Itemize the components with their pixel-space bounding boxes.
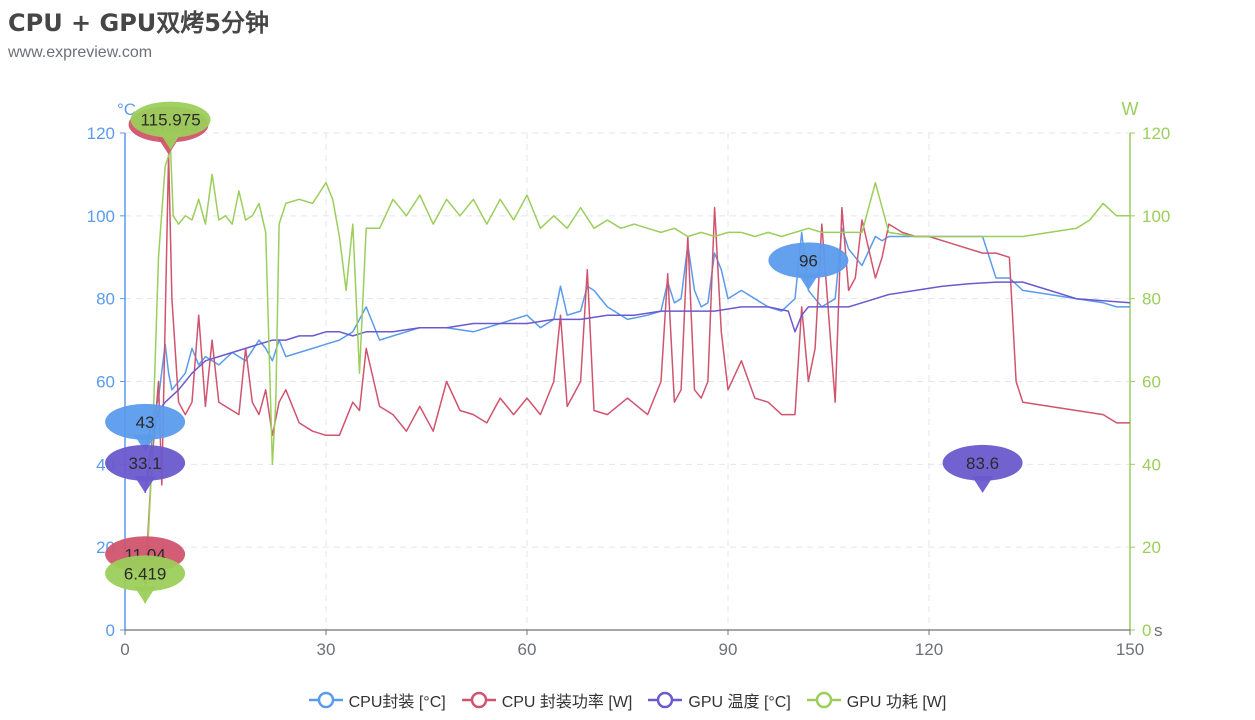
marker-pin-max bbox=[768, 242, 849, 279]
series-line-3 bbox=[144, 281, 1131, 494]
legend-item-2[interactable]: CPU 封装功率 [W] bbox=[461, 688, 633, 712]
chart-canvas: 0204060801001200204060801001200306090120… bbox=[87, 99, 1171, 659]
x-tick-label: 120 bbox=[915, 640, 943, 659]
marker-pin-max bbox=[942, 444, 1023, 481]
y-right-tick-label: 0 bbox=[1142, 621, 1151, 640]
x-tick-label: 90 bbox=[719, 640, 738, 659]
series-line-1 bbox=[144, 227, 1130, 453]
legend-label: GPU 功耗 [W] bbox=[846, 694, 947, 711]
y-right-tick-label: 60 bbox=[1142, 373, 1161, 392]
legend-circle-icon bbox=[461, 691, 496, 709]
y-axis-left-unit: °C bbox=[117, 100, 136, 119]
y-left-tick-label: 60 bbox=[96, 373, 115, 392]
x-tick-label: 60 bbox=[518, 640, 537, 659]
chart-title: CPU + GPU双烤5分钟 bbox=[8, 9, 269, 37]
x-tick-label: 30 bbox=[317, 640, 336, 659]
marker-pin-min bbox=[105, 555, 186, 592]
legend-item-3[interactable]: GPU 温度 [°C] bbox=[648, 688, 791, 712]
y-left-tick-label: 120 bbox=[87, 124, 115, 143]
y-right-tick-label: 80 bbox=[1142, 290, 1161, 309]
y-right-tick-label: 20 bbox=[1142, 538, 1161, 557]
y-right-tick-label: 100 bbox=[1142, 207, 1170, 226]
legend-circle-icon bbox=[308, 691, 343, 709]
y-axis-right-unit: W bbox=[1122, 99, 1139, 119]
marker-pin-min bbox=[105, 444, 186, 481]
x-axis-unit: s bbox=[1154, 621, 1163, 640]
legend-item-1[interactable]: CPU封装 [°C] bbox=[308, 688, 446, 712]
chart-legend: CPU封装 [°C] CPU 封装功率 [W] GPU 温度 [°C] GPU 功耗 … bbox=[0, 688, 1255, 712]
y-left-tick-label: 0 bbox=[106, 621, 115, 640]
y-left-tick-label: 100 bbox=[87, 207, 115, 226]
x-tick-label: 0 bbox=[120, 640, 129, 659]
legend-circle-icon bbox=[806, 691, 841, 709]
legend-item-4[interactable]: GPU 功耗 [W] bbox=[806, 688, 947, 712]
y-right-tick-label: 120 bbox=[1142, 124, 1170, 143]
x-tick-label: 150 bbox=[1116, 640, 1144, 659]
marker-label: 96 bbox=[799, 251, 818, 270]
marker-label: 6.419 bbox=[124, 564, 167, 583]
marker-label: 83.6 bbox=[966, 454, 999, 473]
y-right-tick-label: 40 bbox=[1142, 455, 1161, 474]
series-line-2 bbox=[144, 153, 1130, 585]
y-left-tick-label: 80 bbox=[96, 290, 115, 309]
legend-label: CPU封装 [°C] bbox=[348, 694, 446, 711]
marker-pin-max bbox=[130, 101, 211, 138]
marker-label: 33.1 bbox=[129, 454, 162, 473]
series-line-4 bbox=[144, 148, 1130, 604]
marker-pin-min bbox=[105, 403, 186, 440]
chart-subtitle: www.expreview.com bbox=[8, 44, 153, 61]
marker-label: 115.975 bbox=[140, 111, 200, 130]
legend-circle-icon bbox=[648, 691, 683, 709]
marker-label: 43 bbox=[136, 413, 155, 432]
legend-label: CPU 封装功率 [W] bbox=[501, 694, 633, 711]
legend-label: GPU 温度 [°C] bbox=[688, 694, 791, 711]
